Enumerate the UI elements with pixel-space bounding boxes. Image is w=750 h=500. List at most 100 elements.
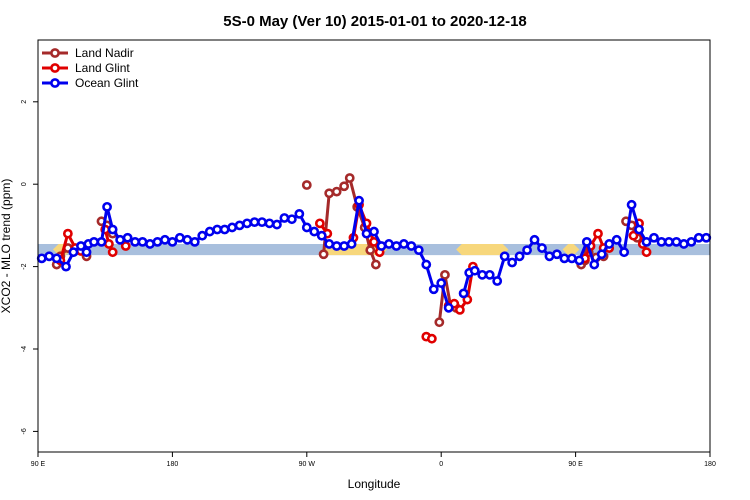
ocean-glint-point [130, 236, 140, 247]
ocean-glint-point [384, 239, 394, 249]
ocean-glint-point [443, 302, 454, 313]
land-glint-point [628, 230, 639, 241]
plot-frame [37, 39, 711, 453]
land-nadir-point [440, 269, 450, 280]
legend-label: Ocean Glint [75, 76, 139, 90]
ocean-glint-point [391, 241, 402, 251]
ocean-glint-point [249, 217, 260, 228]
land-glint-point [454, 304, 465, 315]
ocean-glint-point [641, 236, 652, 247]
land-nadir-point [301, 180, 312, 190]
ocean-glint-point [331, 241, 342, 251]
land-glint-point [120, 241, 131, 251]
x-tick-label: 180 [704, 461, 716, 468]
land-nadir-point [370, 259, 381, 270]
legend-item-land-glint: Land Glint [42, 61, 130, 75]
ocean-glint-point [469, 265, 480, 276]
x-tick-label: 90 W [299, 461, 316, 468]
ocean-glint-point [107, 224, 118, 235]
legend-item-land-nadir: Land Nadir [42, 46, 134, 60]
ocean-glint-point [484, 269, 495, 280]
y-axis-label: XCO2 - MLO trend (ppm) [0, 179, 13, 314]
ocean-glint-point [36, 253, 47, 264]
ocean-glint-point [428, 284, 439, 295]
legend-swatch-marker [50, 78, 60, 88]
ocean-glint-point [458, 288, 469, 299]
ocean-glint-point [219, 224, 230, 235]
ocean-glint-point [499, 251, 510, 262]
y-tick-label: -2 [21, 263, 28, 269]
legend-label: Land Glint [75, 61, 130, 75]
land-glint-point [641, 247, 652, 258]
ocean-glint-point [257, 217, 267, 228]
ocean-glint-point [686, 236, 697, 247]
ocean-glint-point [634, 224, 644, 235]
ocean-glint-point [436, 278, 447, 288]
legend-label: Land Nadir [75, 46, 134, 60]
land-glint-point [104, 239, 114, 249]
ocean-glint-point [354, 195, 364, 206]
ocean-glint-point [671, 236, 682, 247]
ocean-glint-point [152, 236, 163, 247]
ocean-glint-point [301, 222, 312, 233]
ocean-glint-point [604, 239, 615, 249]
ocean-glint-point [626, 199, 637, 210]
ocean-glint-point [596, 249, 607, 260]
ocean-glint-point [167, 236, 178, 247]
ocean-glint-point [566, 253, 577, 264]
ocean-glint-point [406, 241, 417, 251]
y-tick-label: 2 [21, 100, 28, 104]
land-glint-point [369, 236, 379, 247]
land-nadir-point [434, 317, 445, 328]
ocean-glint-point [369, 226, 379, 237]
ocean-glint-point [544, 251, 555, 262]
y-tick-label: -4 [21, 346, 28, 352]
land-nadir-point [344, 173, 355, 183]
ocean-glint-point [204, 226, 215, 237]
ocean-glint-point [611, 234, 622, 245]
ocean-glint-point [552, 249, 562, 260]
ocean-glint-point [398, 239, 409, 249]
ocean-glint-point [514, 251, 525, 262]
ocean-glint-point [339, 241, 350, 251]
ocean-glint-point [234, 220, 245, 231]
reference-band-3 [456, 243, 509, 256]
ocean-glint-point [197, 230, 208, 241]
land-nadir-point [331, 186, 342, 197]
ocean-glint-point [324, 239, 335, 249]
ocean-glint-point [619, 247, 630, 258]
ocean-glint-point [522, 245, 532, 256]
ocean-glint-point [701, 232, 712, 243]
ocean-glint-point [574, 255, 585, 266]
ocean-glint-point [102, 201, 112, 212]
ocean-glint-point [678, 239, 689, 249]
ocean-glint-point [96, 236, 107, 247]
ocean-glint-point [581, 236, 592, 247]
ocean-glint-point [44, 251, 55, 262]
ocean-glint-point [589, 259, 600, 270]
series-land-glint [55, 199, 652, 344]
ocean-glint-point [537, 243, 547, 253]
x-tick-label: 90 E [568, 461, 583, 468]
ocean-glint-point [115, 234, 126, 245]
legend-item-ocean-glint: Ocean Glint [42, 76, 139, 90]
ocean-glint-point [492, 276, 503, 286]
ocean-glint-point [316, 230, 327, 241]
ocean-glint-point [361, 228, 372, 239]
series-ocean-glint [36, 195, 712, 313]
land-nadir-point [339, 181, 350, 192]
ocean-glint-point [693, 232, 704, 243]
series-layer [36, 173, 712, 344]
ocean-glint-point [68, 247, 79, 258]
x-axis: 90 E 180 90 W 0 90 E 180 [31, 452, 716, 468]
ocean-glint-point [346, 239, 357, 249]
ocean-glint-point [89, 236, 99, 247]
ocean-glint-point [286, 214, 297, 225]
ocean-glint-point [51, 253, 62, 264]
ocean-glint-point [212, 224, 223, 235]
ocean-glint-point [279, 213, 290, 223]
y-tick-label: 0 [21, 182, 28, 186]
ocean-glint-point [122, 232, 133, 243]
y-tick-label: -6 [21, 428, 28, 434]
